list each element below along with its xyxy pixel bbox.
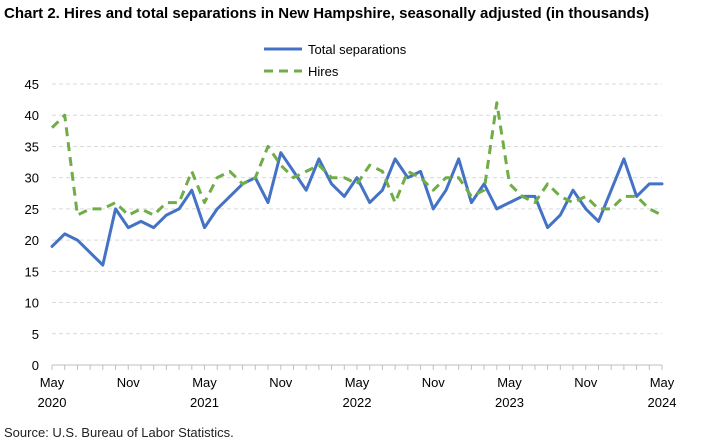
x-tick-label: Nov (269, 375, 293, 390)
x-tick-label: May (497, 375, 522, 390)
series-line-0 (50, 151, 664, 267)
x-tick-year-label: 2023 (495, 395, 524, 410)
y-tick-label: 5 (32, 327, 39, 342)
series-lines (50, 101, 664, 267)
y-tick-label: 10 (25, 296, 39, 311)
y-axis: 0 5 10 15 20 25 30 35 40 45 (25, 77, 39, 373)
legend-label: Total separations (308, 42, 407, 57)
y-tick-label: 25 (25, 202, 39, 217)
x-tick-label: May (650, 375, 675, 390)
x-tick-label: Nov (422, 375, 446, 390)
y-tick-label: 40 (25, 108, 39, 123)
x-tick-label: Nov (117, 375, 141, 390)
x-tick-label: May (40, 375, 65, 390)
x-tick-year-label: 2024 (648, 395, 677, 410)
x-tick-year-label: 2020 (38, 395, 67, 410)
y-tick-label: 35 (25, 139, 39, 154)
x-tick-label: Nov (574, 375, 598, 390)
legend: Total separations Hires (264, 42, 407, 79)
y-tick-label: 45 (25, 77, 39, 92)
legend-label: Hires (308, 64, 339, 79)
x-tick-label: May (345, 375, 370, 390)
x-tick-label: May (192, 375, 217, 390)
x-tick-labels: May 2020 Nov May 2021 Nov May 2022 Nov May 2023 Nov… (38, 375, 677, 410)
y-tick-label: 20 (25, 233, 39, 248)
source-note: Source: U.S. Bureau of Labor Statistics. (4, 425, 234, 440)
chart-title: Chart 2. Hires and total separations in … (4, 5, 650, 22)
y-tick-label: 0 (32, 358, 39, 373)
y-tick-label: 15 (25, 264, 39, 279)
x-tick-year-label: 2021 (190, 395, 219, 410)
gridlines (52, 83, 662, 335)
x-tick-year-label: 2022 (343, 395, 372, 410)
y-tick-label: 30 (25, 171, 39, 186)
x-axis (51, 364, 663, 370)
